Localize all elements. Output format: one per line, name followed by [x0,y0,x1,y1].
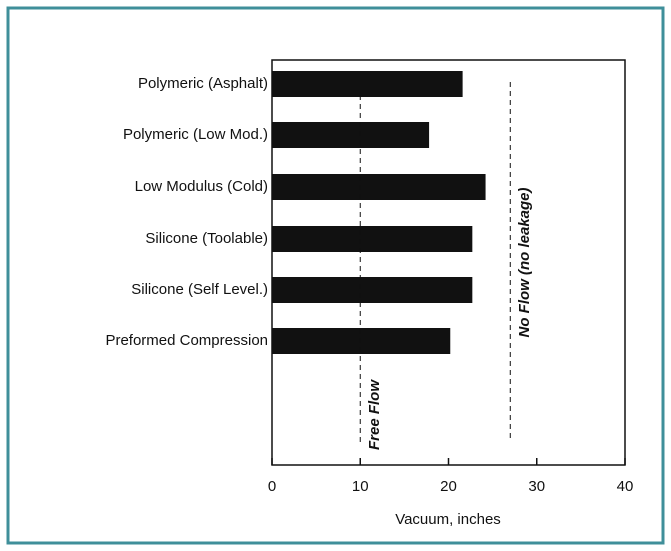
reference-label: Free Flow [366,379,383,450]
x-tick-label: 30 [528,478,545,495]
y-tick-label: Silicone (Self Level.) [131,281,268,298]
y-tick-label: Polymeric (Low Mod.) [123,126,268,143]
bar [272,122,430,148]
y-tick-label: Preformed Compression [105,332,268,349]
bar [272,174,486,200]
reference-label: No Flow (no leakage) [516,187,533,337]
x-axis-label: Vacuum, inches [395,511,501,528]
x-tick-label: 20 [440,478,457,495]
frame [6,6,665,545]
y-tick-label: Polymeric (Asphalt) [138,75,268,92]
x-tick-label: 40 [617,478,634,495]
bar [272,277,473,303]
y-tick-label: Silicone (Toolable) [145,230,268,247]
plot-area [271,59,626,466]
bar [272,226,473,252]
x-tick-label: 0 [268,478,276,495]
x-tick-label: 10 [352,478,369,495]
bar [272,71,463,97]
bar [272,328,451,354]
y-tick-label: Low Modulus (Cold) [135,178,268,195]
